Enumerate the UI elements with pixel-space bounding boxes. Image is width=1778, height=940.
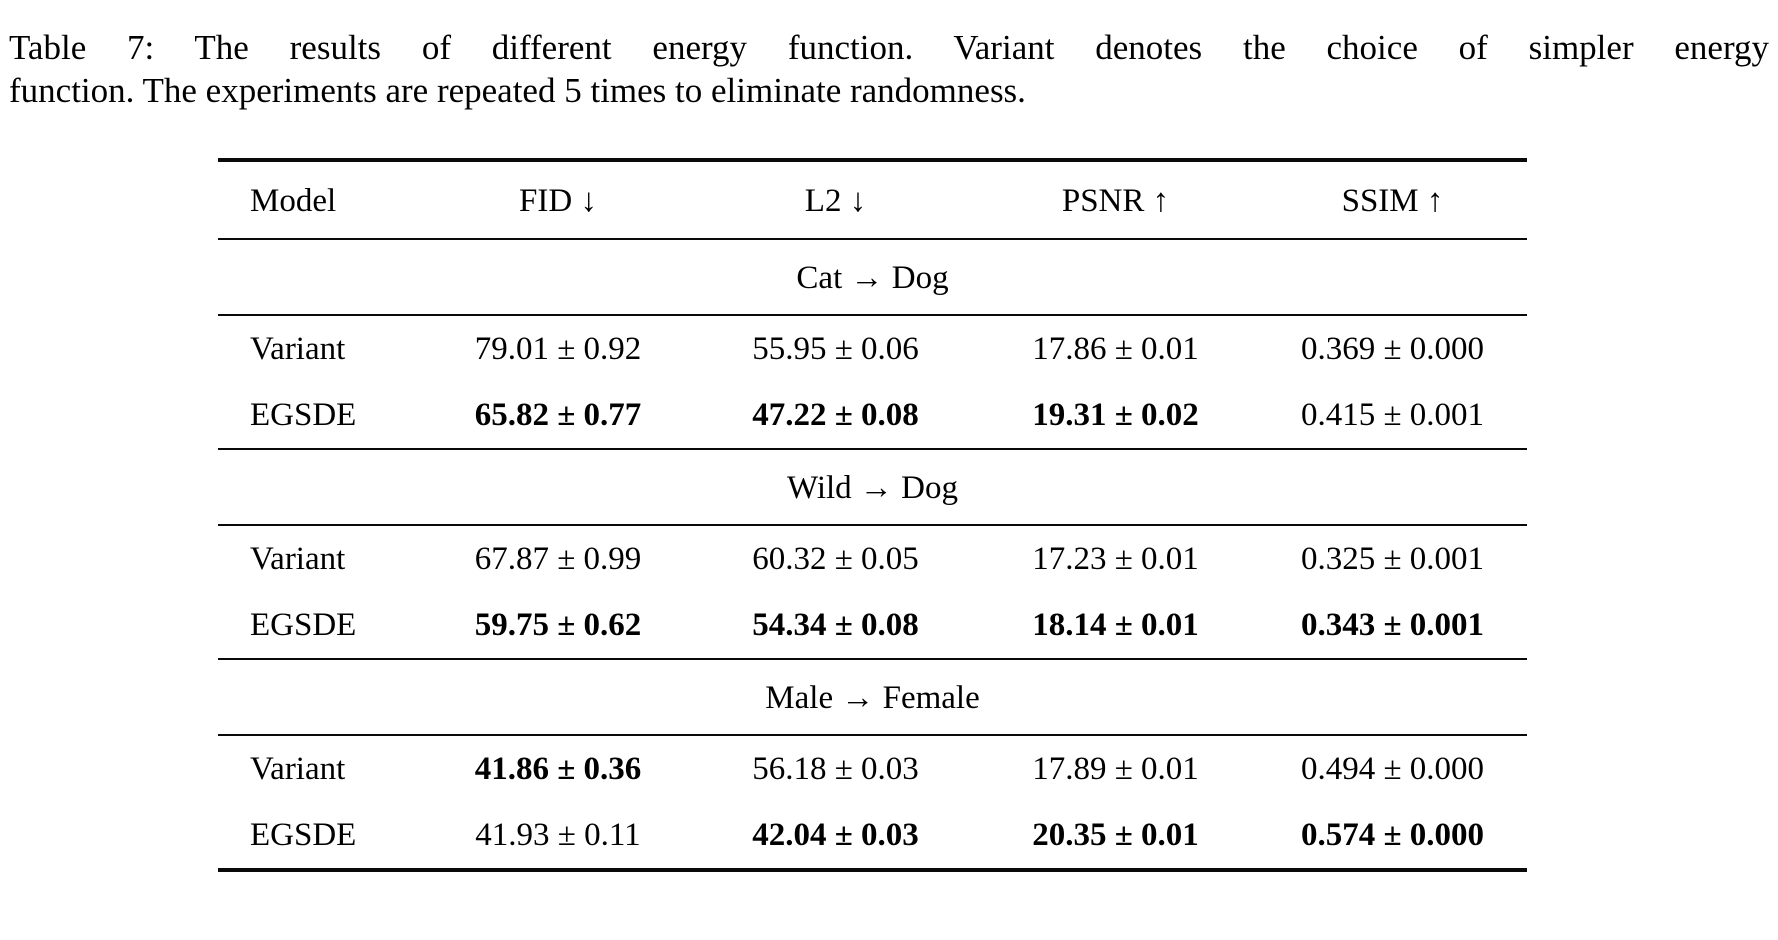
value-cell: 19.31 ± 0.02 <box>1032 397 1199 433</box>
caption-line-2: function. The experiments are repeated 5… <box>9 71 1026 110</box>
value-cell: 60.32 ± 0.05 <box>752 541 919 577</box>
model-name-cell: Variant <box>250 541 346 577</box>
column-header-model: Model <box>250 183 337 219</box>
value-cell: 17.86 ± 0.01 <box>1032 331 1199 367</box>
model-name-cell: EGSDE <box>250 607 357 643</box>
value-cell: 0.494 ± 0.000 <box>1300 751 1485 787</box>
value-cell: 67.87 ± 0.99 <box>474 541 642 577</box>
table-row: EGSDE 41.93 ± 0.11 42.04 ± 0.03 20.35 ± 0.0… <box>218 802 1527 870</box>
results-table: Model FID ↓ L2 ↓ PSNR ↑ SSIM ↑ Cat → Dog… <box>218 158 1527 872</box>
table-row: Variant 41.86 ± 0.36 56.18 ± 0.03 17.89 ± 0… <box>218 735 1527 802</box>
value-cell: 0.415 ± 0.001 <box>1300 397 1485 433</box>
section-label: Wild → Dog <box>787 470 958 506</box>
value-cell: 42.04 ± 0.03 <box>752 817 919 853</box>
value-cell: 0.343 ± 0.001 <box>1300 607 1485 643</box>
table-body: Cat → Dog Variant 79.01 ± 0.92 55.95 ± 0.06… <box>218 239 1527 870</box>
column-header-psnr: PSNR ↑ <box>1061 183 1170 219</box>
section-header-row: Cat → Dog <box>218 239 1527 315</box>
value-cell: 47.22 ± 0.08 <box>752 397 919 433</box>
section-label: Cat → Dog <box>796 260 949 296</box>
value-cell: 41.93 ± 0.11 <box>475 817 641 853</box>
model-name-cell: Variant <box>250 751 346 787</box>
column-header-ssim: SSIM ↑ <box>1341 183 1444 219</box>
value-cell: 56.18 ± 0.03 <box>752 751 919 787</box>
section-header-row: Wild → Dog <box>218 449 1527 525</box>
model-name-cell: EGSDE <box>250 817 357 853</box>
section-header-row: Male → Female <box>218 659 1527 735</box>
value-cell: 17.89 ± 0.01 <box>1032 751 1199 787</box>
value-cell: 59.75 ± 0.62 <box>474 607 642 643</box>
table-row: EGSDE 59.75 ± 0.62 54.34 ± 0.08 18.14 ± 0.0… <box>218 592 1527 659</box>
model-name-cell: Variant <box>250 331 346 367</box>
value-cell: 18.14 ± 0.01 <box>1032 607 1199 643</box>
value-cell: 0.574 ± 0.000 <box>1300 817 1485 853</box>
model-name-cell: EGSDE <box>250 397 357 433</box>
value-cell: 0.325 ± 0.001 <box>1300 541 1485 577</box>
value-cell: 79.01 ± 0.92 <box>474 331 642 367</box>
table-row: Variant 79.01 ± 0.92 55.95 ± 0.06 17.86 ± 0… <box>218 315 1527 382</box>
column-header-fid: FID ↓ <box>519 183 597 219</box>
value-cell: 0.369 ± 0.000 <box>1300 331 1485 367</box>
value-cell: 41.86 ± 0.36 <box>474 751 642 787</box>
value-cell: 55.95 ± 0.06 <box>752 331 919 367</box>
table-row: Variant 67.87 ± 0.99 60.32 ± 0.05 17.23 ± 0… <box>218 525 1527 592</box>
value-cell: 20.35 ± 0.01 <box>1032 817 1199 853</box>
table-caption: Table 7: The results of different energy… <box>9 26 1769 112</box>
value-cell: 17.23 ± 0.01 <box>1032 541 1199 577</box>
column-header-l2: L2 ↓ <box>804 183 867 219</box>
section-label: Male → Female <box>765 680 980 716</box>
table-row: EGSDE 65.82 ± 0.77 47.22 ± 0.08 19.31 ± 0.0… <box>218 382 1527 449</box>
header-row: Model FID ↓ L2 ↓ PSNR ↑ SSIM ↑ <box>218 160 1527 239</box>
value-cell: 54.34 ± 0.08 <box>752 607 919 643</box>
caption-line-1: Table 7: The results of different energy… <box>9 28 1769 67</box>
value-cell: 65.82 ± 0.77 <box>474 397 642 433</box>
